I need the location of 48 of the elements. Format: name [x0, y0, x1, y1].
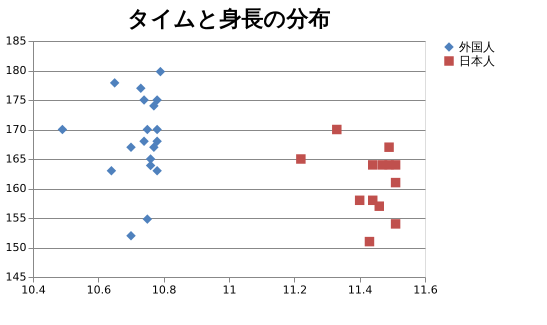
point — [390, 178, 400, 188]
point — [390, 160, 400, 170]
point — [374, 201, 384, 211]
y-tick-label: 150 — [6, 241, 26, 254]
point — [390, 219, 400, 229]
x-tick-label: 11.4 — [348, 284, 372, 296]
point — [296, 154, 306, 164]
point — [146, 154, 156, 164]
x-tick-label: 11.2 — [282, 284, 308, 296]
point — [106, 166, 116, 176]
point — [152, 166, 162, 176]
point — [136, 83, 146, 93]
legend-label: 日本人 — [459, 54, 495, 68]
y-tick-label: 185 — [6, 34, 26, 48]
y-tick-label: 180 — [6, 64, 26, 77]
chart-title: タイムと身長の分布 — [128, 7, 330, 32]
point — [152, 95, 162, 105]
x-tick-label: 10.4 — [21, 284, 46, 296]
y-tick-label: 160 — [6, 182, 26, 195]
point — [364, 236, 374, 246]
x-tick-label: 10.6 — [86, 284, 112, 296]
point — [152, 136, 162, 146]
point — [110, 78, 120, 88]
point — [139, 136, 149, 146]
y-tick-label: 145 — [6, 270, 26, 284]
y-tick-label: 175 — [6, 94, 26, 106]
point — [146, 160, 156, 170]
y-tick-label: 155 — [6, 212, 26, 224]
point — [149, 142, 159, 152]
point — [142, 124, 152, 134]
point — [142, 214, 152, 224]
point — [58, 124, 68, 134]
point — [368, 160, 378, 170]
x-tick-label: 11 — [222, 284, 236, 296]
point — [152, 124, 162, 134]
point — [149, 101, 159, 111]
point — [126, 142, 136, 152]
point — [156, 66, 166, 76]
y-tick-label: 170 — [6, 123, 26, 136]
point — [332, 124, 342, 134]
x-tick-label: 10.8 — [152, 284, 176, 296]
point — [139, 95, 149, 105]
x-tick-label: 11.6 — [413, 284, 438, 296]
legend-label: 外国人 — [459, 40, 495, 54]
point — [384, 142, 394, 152]
point — [126, 230, 136, 240]
point — [354, 196, 364, 206]
y-tick-label: 165 — [6, 152, 26, 166]
